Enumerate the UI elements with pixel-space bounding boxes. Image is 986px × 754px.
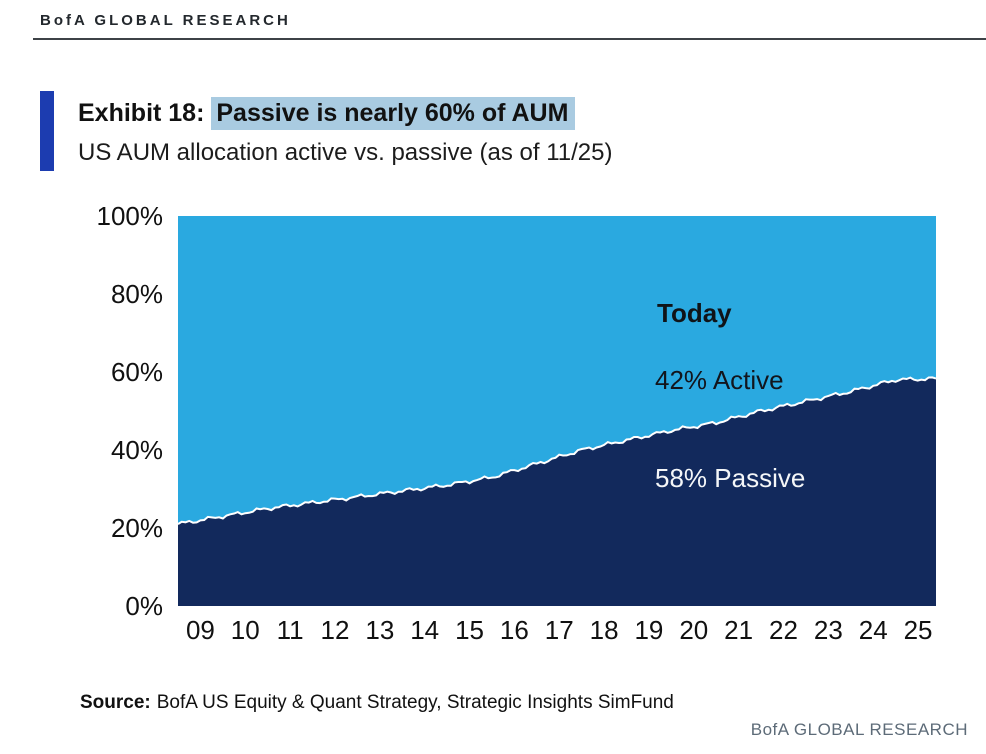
y-tick-label: 60% [110, 357, 163, 387]
x-tick-label: 16 [499, 615, 529, 645]
y-tick-label: 100% [96, 201, 164, 231]
y-tick-label: 80% [110, 279, 163, 309]
header-divider [33, 38, 986, 40]
y-tick-label: 20% [110, 513, 163, 543]
x-tick-label: 09 [185, 615, 215, 645]
x-tick-label: 19 [634, 615, 664, 645]
x-tick-label: 22 [769, 615, 798, 645]
x-tick-label: 24 [858, 615, 888, 645]
x-tick-label: 21 [724, 615, 754, 645]
x-tick-label: 25 [903, 615, 933, 645]
exhibit-title: Exhibit 18: Passive is nearly 60% of AUM [78, 97, 576, 130]
exhibit-label: Exhibit 18: [78, 99, 205, 127]
x-tick-label: 12 [320, 615, 350, 645]
annotation-passive: 58% Passive [655, 463, 806, 493]
boundary-line [178, 376, 936, 525]
y-tick-label: 40% [110, 435, 163, 465]
x-tick-label: 11 [276, 615, 304, 645]
source-text: BofA US Equity & Quant Strategy, Strateg… [156, 692, 674, 713]
top-brand-text: BofA GLOBAL RESEARCH [40, 12, 291, 29]
annotation-today: Today [657, 298, 732, 328]
source-line: Source: BofA US Equity & Quant Strategy, … [80, 692, 674, 714]
annotation-active: 42% Active [655, 365, 784, 395]
x-tick-label: 18 [589, 615, 619, 645]
bottom-brand-text: BofA GLOBAL RESEARCH [750, 720, 968, 739]
x-tick-label: 15 [455, 615, 484, 645]
exhibit-accent-bar [40, 91, 54, 171]
exhibit-subtitle: US AUM allocation active vs. passive (as… [78, 139, 613, 166]
source-label: Source: [80, 692, 151, 713]
passive-area [178, 377, 936, 606]
exhibit-highlight: Passive is nearly 60% of AUM [211, 97, 576, 130]
x-tick-label: 20 [679, 615, 709, 645]
x-tick-label: 23 [813, 615, 843, 645]
x-tick-label: 10 [230, 615, 260, 645]
x-tick-label: 13 [365, 615, 395, 645]
x-tick-label: 14 [410, 615, 440, 645]
y-tick-label: 0% [125, 591, 163, 621]
x-tick-label: 17 [544, 615, 574, 645]
aum-area-chart [178, 216, 936, 606]
